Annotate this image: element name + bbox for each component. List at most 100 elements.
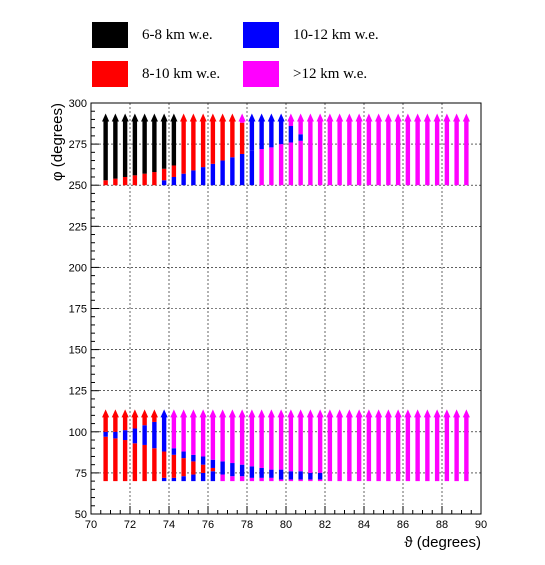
mark-lower-5-0 [152, 448, 157, 482]
mark-lower-18-2 [278, 415, 284, 470]
mark-lower-22-0 [317, 479, 323, 482]
mark-lower-21-1 [308, 472, 313, 480]
arrowhead-lower-22 [316, 409, 324, 418]
arrowhead-upper-31 [404, 113, 412, 122]
mark-lower-7-0 [171, 477, 177, 482]
arrowhead-upper-35 [443, 113, 451, 122]
legend-item-8-10: 8-10 km w.e. [92, 61, 220, 87]
mark-lower-33-0 [425, 415, 430, 482]
mark-lower-11-2 [210, 459, 216, 468]
arrowhead-lower-2 [121, 409, 129, 418]
x-axis-label: ϑ (degrees) [404, 534, 481, 551]
legend-item-gt-12: >12 km w.e. [243, 61, 367, 87]
mark-upper-20-0 [298, 140, 303, 186]
arrowhead-upper-4 [141, 113, 149, 122]
mark-lower-14-1 [239, 464, 245, 477]
mark-lower-29-0 [386, 415, 391, 482]
mark-upper-9-0 [191, 170, 196, 186]
mark-lower-1-1 [113, 431, 118, 439]
legend-label-6-8: 6-8 km w.e. [142, 26, 213, 43]
mark-lower-10-3 [200, 415, 206, 457]
arrowhead-lower-37 [462, 409, 470, 418]
arrowhead-upper-26 [355, 113, 363, 122]
x-tick-label-6: 82 [319, 519, 331, 531]
arrowhead-upper-19 [287, 113, 295, 122]
arrowhead-lower-10 [199, 409, 207, 418]
arrowhead-lower-21 [306, 409, 314, 418]
mark-upper-7-1 [171, 165, 177, 177]
mark-lower-9-3 [191, 415, 196, 455]
arrowhead-lower-24 [336, 409, 344, 418]
mark-upper-3-0 [132, 175, 138, 186]
arrowhead-lower-14 [238, 409, 246, 418]
arrowhead-lower-11 [209, 409, 217, 418]
mark-upper-16-1 [259, 119, 264, 150]
x-tick-label-7: 84 [358, 519, 370, 531]
legend-item-10-12: 10-12 km w.e. [243, 22, 379, 48]
mark-upper-5-0 [152, 172, 157, 186]
mark-lower-0-1 [103, 431, 108, 437]
arrowhead-upper-23 [326, 113, 334, 122]
arrowhead-lower-30 [394, 409, 402, 418]
mark-lower-30-0 [395, 415, 401, 482]
arrowhead-lower-23 [326, 409, 334, 418]
mark-upper-15-1 [249, 119, 255, 151]
mark-lower-34-0 [434, 415, 440, 482]
arrowhead-lower-27 [365, 409, 373, 418]
mark-lower-9-2 [191, 454, 196, 462]
mark-lower-23-0 [327, 415, 333, 482]
arrowhead-lower-13 [228, 409, 236, 418]
arrowhead-lower-3 [131, 409, 139, 418]
arrowhead-lower-18 [277, 409, 285, 418]
mark-lower-17-1 [269, 469, 274, 478]
legend-swatch-gt-12 [243, 61, 279, 87]
arrowhead-lower-34 [433, 409, 441, 418]
mark-upper-12-0 [220, 160, 225, 186]
y-tick-label-7: 225 [69, 221, 87, 233]
legend-swatch-8-10 [92, 61, 128, 87]
mark-lower-35-0 [444, 415, 450, 482]
mark-upper-19-1 [288, 126, 294, 143]
arrowhead-upper-34 [433, 113, 441, 122]
legend-item-6-8: 6-8 km w.e. [92, 22, 213, 48]
mark-upper-19-0 [288, 142, 294, 186]
y-tick-label-3: 125 [69, 386, 87, 398]
mark-upper-21-0 [308, 119, 313, 186]
arrowhead-lower-9 [189, 409, 197, 418]
mark-upper-15-0 [249, 150, 255, 186]
mark-upper-0-1 [103, 119, 108, 181]
axis-ticks: 70 72 74 76 78 80 82 84 86 88 90 50 75 100 125 150 175 20… [69, 98, 487, 531]
arrowhead-upper-2 [121, 113, 129, 122]
arrowhead-upper-13 [228, 113, 236, 122]
mark-lower-26-0 [356, 415, 362, 482]
mark-lower-7-3 [171, 415, 177, 449]
legend: 6-8 km w.e. 10-12 km w.e. 8-10 km w.e. >… [0, 0, 545, 95]
mark-lower-15-1 [249, 466, 255, 478]
x-tick-label-0: 70 [85, 519, 97, 531]
mark-lower-10-0 [200, 472, 206, 482]
mark-lower-14-2 [239, 415, 245, 465]
mark-lower-24-0 [337, 415, 342, 482]
mark-lower-17-2 [269, 415, 274, 470]
mark-upper-14-0 [239, 153, 245, 186]
mark-upper-33-0 [425, 119, 430, 186]
mark-lower-7-2 [171, 448, 177, 455]
mark-lower-8-0 [181, 476, 186, 482]
mark-lower-10-2 [200, 456, 206, 465]
mark-lower-0-2 [103, 415, 108, 432]
arrowhead-upper-12 [219, 113, 227, 122]
mark-upper-17-0 [269, 147, 274, 186]
mark-lower-1-0 [113, 438, 118, 482]
mark-lower-5-2 [152, 415, 157, 422]
mark-upper-23-0 [327, 119, 333, 186]
mark-upper-3-1 [132, 119, 138, 176]
mark-upper-37-0 [464, 119, 469, 186]
legend-swatch-6-8 [92, 22, 128, 48]
y-tick-label-1: 75 [75, 468, 87, 480]
mark-lower-1-2 [113, 415, 118, 432]
mark-lower-2-0 [122, 440, 128, 482]
arrowhead-upper-30 [394, 113, 402, 122]
arrowhead-upper-18 [277, 113, 285, 122]
mark-lower-9-1 [191, 461, 196, 475]
mark-lower-28-0 [376, 415, 381, 482]
